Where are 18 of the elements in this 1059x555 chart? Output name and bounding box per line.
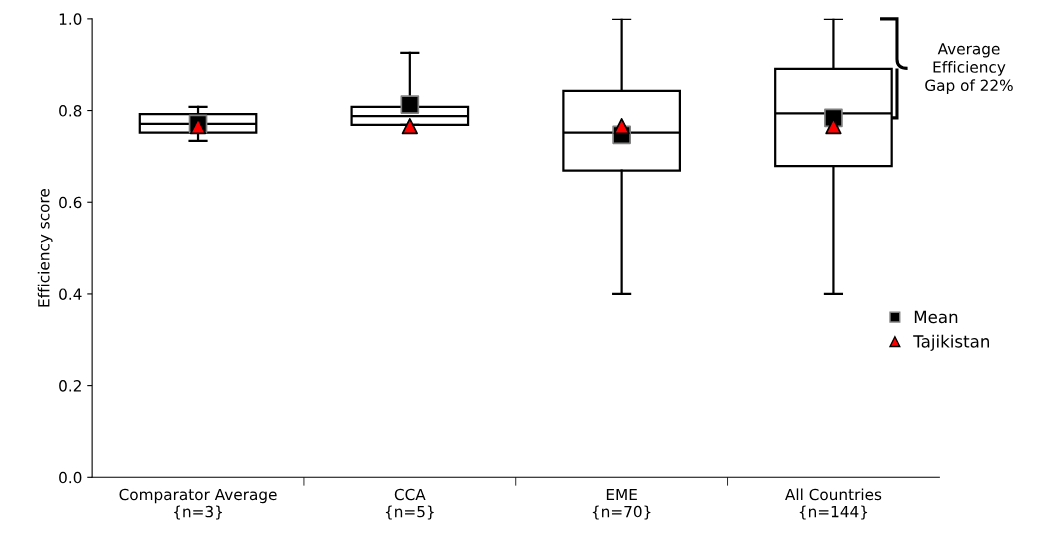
x-tick-label: CCA {n=5} — [385, 488, 434, 520]
y-tick-label: 0.8 — [59, 105, 82, 117]
x-tick-label: Comparator Average {n=3} — [119, 488, 277, 520]
legend-label: Mean — [914, 310, 958, 324]
y-tick-label: 0.4 — [59, 288, 82, 300]
x-tick-label: EME {n=70} — [592, 488, 651, 520]
x-tick-label: All Countries {n=144} — [785, 488, 882, 520]
y-tick-label: 1.0 — [59, 13, 82, 25]
y-axis-title: Efficiency score — [37, 189, 53, 307]
point — [613, 118, 630, 135]
y-tick-label: 0.6 — [59, 196, 82, 209]
point — [400, 95, 420, 114]
y-tick-label: 0.2 — [59, 380, 81, 392]
annotation: Average Efficiency Gap of 22% — [925, 43, 1013, 95]
y-tick-label: 0.0 — [59, 471, 82, 484]
point — [825, 118, 842, 135]
legend-label: Tajikistan — [913, 334, 989, 351]
point — [401, 118, 418, 135]
